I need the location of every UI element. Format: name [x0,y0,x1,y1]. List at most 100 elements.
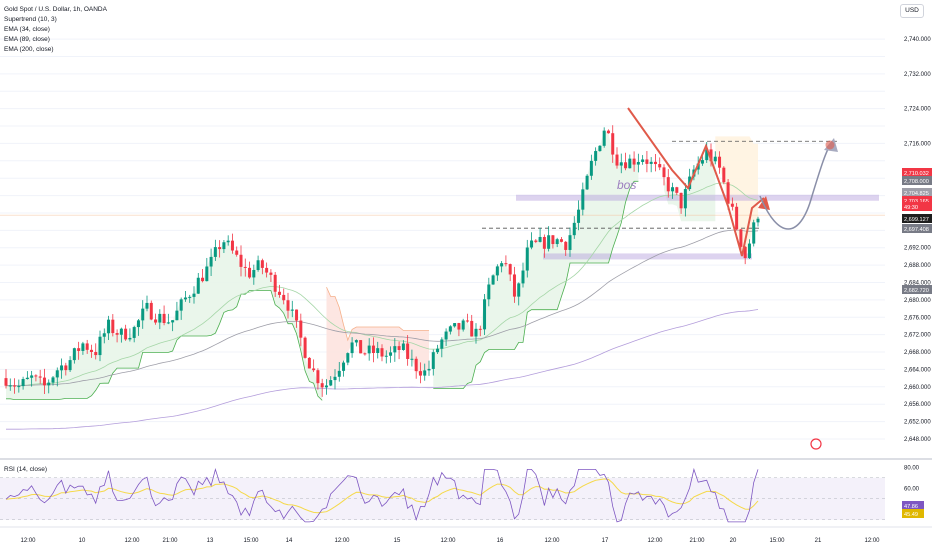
candle-body [730,203,734,207]
candle-body [743,246,747,259]
price-tag-label: 49:30 [904,205,918,211]
price-tick-label: 2,652.000 [904,420,931,426]
candle-body [307,357,311,369]
target-marker [825,140,835,150]
candle-body [611,133,615,155]
price-tick-label: 2,664.000 [904,367,931,373]
rsi-tag-label: 45.49 [904,512,918,518]
candle-body [196,277,200,294]
price-tick-label: 2,648.000 [904,437,931,443]
candle-body [290,309,294,311]
candle-body [269,272,273,275]
ema-lines [6,180,759,430]
candle-body [465,320,469,322]
candle-body [747,243,751,259]
rsi-tag-label: 47.86 [904,504,918,510]
candle-body [222,242,226,250]
candle-body [337,370,341,377]
candle-body [581,189,585,210]
price-tag [902,168,932,177]
time-tick-label: 10 [79,538,86,544]
candle-body [55,370,59,378]
supertrend-line [433,180,639,389]
candle-body [410,358,414,360]
candle-body [461,320,465,330]
candle-body [34,375,38,377]
rsi-tag [902,509,924,518]
candle-body [525,247,529,271]
candle-body [624,162,628,169]
candle-body [47,382,51,386]
rsi-tick-label: 60.00 [904,486,920,492]
price-tick-label: 2,732.000 [904,72,931,78]
candle-body [401,343,405,351]
candle-body [440,339,444,349]
candle-body [542,236,546,249]
price-tick-label: 2,680.000 [904,298,931,304]
price-tag [902,214,932,223]
indicator-ema89[interactable]: EMA (89, close) [4,36,50,43]
candle-body [718,156,722,168]
time-tick-label: 21 [815,538,822,544]
price-tick-label: 2,716.000 [904,141,931,147]
indicator-supertrend[interactable]: Supertrend (10, 3) [4,16,57,23]
candle-body [431,352,435,369]
candle-body [175,310,179,321]
candle-body [508,264,512,275]
price-tag [902,196,932,205]
candle-body [256,260,260,270]
candle-body [756,218,760,223]
candle-body [453,323,457,327]
indicator-ema34[interactable]: EMA (34, close) [4,26,50,33]
candle-body [179,299,183,311]
candle-body [418,371,422,376]
candle-body [380,348,384,357]
candle-body [94,352,98,356]
candle-body [662,167,666,178]
price-tag [902,224,932,233]
candle-body [448,326,452,332]
candle-body [598,145,602,152]
candle-body [564,241,568,250]
candle-body [72,348,76,361]
candle-body [324,385,328,388]
candle-body [363,353,367,355]
time-tick-label: 21:00 [162,538,178,544]
candle-body [495,266,499,276]
candle-body [286,300,290,311]
candle-body [359,340,363,354]
candle-body [658,164,662,168]
time-tick-label: 12:00 [864,538,880,544]
rsi-tick-label: 80.00 [904,465,920,471]
candle-body [547,235,551,249]
candle-body [81,343,85,351]
candle-body [248,267,252,278]
time-tick-label: 13 [207,538,214,544]
candle-body [89,349,93,353]
rsi-tag [902,501,924,510]
candle-body [4,378,8,386]
candle-body [521,270,525,284]
candle-body [538,236,542,242]
price-tag-label: 2,699.127 [904,217,929,223]
candle-body [312,368,316,371]
candle-body [653,161,657,165]
candle-body [470,320,474,337]
price-tick-label: 2,740.000 [904,37,931,43]
candle-body [649,161,653,164]
candle-body [107,319,111,334]
price-tag [902,285,932,294]
candle-body [329,380,333,386]
indicator-ema200[interactable]: EMA (200, close) [4,46,54,53]
candle-body [68,360,72,371]
candle-body [436,348,440,353]
candle-body [384,355,388,357]
candle-body [568,235,572,250]
candle-body [42,377,46,386]
currency-button[interactable]: USD [900,4,924,18]
candle-body [389,352,393,356]
time-tick-label: 12:00 [334,538,350,544]
candle-body [277,291,281,295]
ema89-line [6,229,759,387]
